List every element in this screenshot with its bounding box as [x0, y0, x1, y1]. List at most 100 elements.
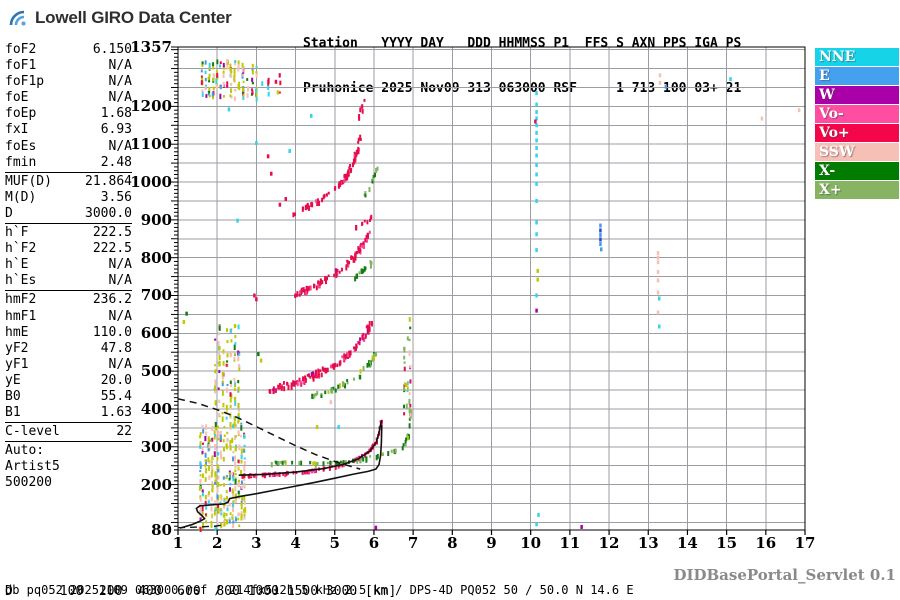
param-group: h`F 222.5 h`F2 222.5 h`E N/A h`Es N/A [5, 223, 132, 290]
param-value: 47.8 [100, 340, 132, 356]
param-row: foE N/A [5, 90, 132, 106]
param-value: 110.0 [92, 324, 132, 340]
param-group: foF2 6.150 foF1 N/A foF1p N/A foE N/A foEp 1.68 fx… [5, 41, 132, 172]
param-label: h`F [5, 225, 29, 241]
param-row: h`E N/A [5, 257, 132, 273]
legend-item-ssw: SSW [815, 143, 899, 161]
param-row: h`Es N/A [5, 273, 132, 289]
param-label: hmF2 [5, 292, 37, 308]
param-label: h`F2 [5, 241, 37, 257]
param-value: N/A [108, 58, 132, 74]
param-value: N/A [108, 74, 132, 90]
param-row: foF1 N/A [5, 58, 132, 74]
param-value: 236.2 [92, 292, 132, 308]
param-label: foEs [5, 138, 37, 154]
parameter-panel: foF2 6.150 foF1 N/A foF1p N/A foE N/A foEp 1.68 fx… [5, 41, 132, 493]
legend-item-x: X+ [815, 181, 899, 199]
y-axis-label-80: 80 [151, 521, 172, 539]
param-label: M(D) [5, 189, 37, 205]
param-value: 2.48 [100, 154, 132, 170]
param-value: 3000.0 [85, 205, 132, 221]
x-axis-label-14: 14 [677, 534, 698, 552]
d-row: D 100 200 400 600 800 1000 1500 3000 [km… [5, 584, 397, 599]
param-label: fxI [5, 122, 29, 138]
param-label: B0 [5, 388, 21, 404]
param-label: Auto: [5, 443, 45, 459]
legend-item-w: W [815, 86, 899, 104]
param-row: B1 1.63 [5, 405, 132, 421]
param-group: C-level 22 [5, 422, 132, 441]
param-label: h`Es [5, 273, 37, 289]
x-axis-label-17: 17 [794, 534, 816, 552]
y-axis-label-900: 900 [140, 210, 172, 229]
param-row: yF2 47.8 [5, 341, 132, 357]
direction-legend: NNE E W Vo- Vo+ SSW X- X+ [815, 48, 899, 200]
param-value: 3.56 [100, 189, 132, 205]
x-axis-label-11: 11 [559, 534, 581, 552]
legend-item-e: E [815, 67, 899, 85]
param-row: foF2 6.150 [5, 42, 132, 58]
param-row: D 3000.0 [5, 206, 132, 222]
d-muf-table: D 100 200 400 600 800 1000 1500 3000 [km… [5, 554, 404, 600]
param-row: hmF1 N/A [5, 309, 132, 325]
param-row: yF1 N/A [5, 357, 132, 373]
param-row: M(D) 3.56 [5, 190, 132, 206]
param-value: N/A [108, 273, 132, 289]
param-row: Artist5 [5, 459, 132, 475]
x-axis-label-13: 13 [637, 534, 659, 552]
x-axis-label-7: 7 [407, 534, 419, 552]
param-label: fmin [5, 154, 37, 170]
servlet-version-label: DIDBasePortal_Servlet 0.1 [673, 566, 896, 584]
param-value: N/A [108, 308, 132, 324]
param-group: hmF2 236.2 hmF1 N/A hmE 110.0 yF2 47.8 yF1 N/A yE 2… [5, 290, 132, 422]
param-value: 6.150 [92, 42, 132, 57]
param-row: h`F 222.5 [5, 225, 132, 241]
x-axis-label-6: 6 [368, 534, 380, 552]
param-value: 1.68 [100, 106, 132, 122]
param-value: 55.4 [100, 388, 132, 404]
param-row: B0 55.4 [5, 389, 132, 405]
param-row: yE 20.0 [5, 373, 132, 389]
param-value: 222.5 [92, 241, 132, 257]
giro-logo: Lowell GIRO Data Center [8, 6, 232, 30]
param-row: fxI 6.93 [5, 122, 132, 138]
param-row: Auto: [5, 443, 132, 459]
param-label: foE [5, 90, 29, 106]
param-label: Artist5 [5, 459, 60, 475]
param-value: 20.0 [100, 372, 132, 388]
y-axis-label-200: 200 [140, 475, 172, 494]
param-label: yF2 [5, 340, 29, 356]
muf-transmission-curve [177, 398, 361, 470]
param-label: MUF(D) [5, 173, 52, 189]
param-row: h`F2 222.5 [5, 241, 132, 257]
param-label: foEp [5, 106, 37, 122]
param-row: 500200 [5, 475, 132, 491]
x-axis-label-3: 3 [251, 534, 262, 552]
param-label: foF2 [5, 42, 37, 57]
param-label: hmF1 [5, 308, 37, 324]
param-value: 1.63 [100, 405, 132, 421]
giro-wave-icon [9, 10, 26, 26]
y-axis-label-800: 800 [140, 248, 172, 267]
x-axis-label-16: 16 [755, 534, 777, 552]
x-axis-label-10: 10 [520, 534, 542, 552]
y-axis-label-1100: 1100 [130, 135, 172, 154]
y-axis-label-500: 500 [140, 362, 172, 381]
param-value: N/A [108, 257, 132, 273]
y-axis-label-600: 600 [140, 324, 172, 343]
x-axis-label-12: 12 [598, 534, 620, 552]
param-label: 500200 [5, 475, 52, 491]
param-row: foEs N/A [5, 139, 132, 155]
param-value: N/A [108, 138, 132, 154]
y-axis-label-1357: 1357 [130, 38, 172, 56]
header-values-line: Pruhonice 2025 Nov09 313 063000 RSF 1 71… [303, 81, 742, 96]
y-axis-label-300: 300 [140, 437, 172, 456]
param-label: foF1 [5, 58, 37, 74]
y-axis-label-700: 700 [140, 286, 172, 305]
param-label: D [5, 205, 13, 221]
x-axis-label-2: 2 [211, 534, 223, 552]
param-value: 6.93 [100, 122, 132, 138]
y-axis-label-1200: 1200 [130, 97, 172, 116]
legend-item-vo: Vo- [815, 105, 899, 123]
